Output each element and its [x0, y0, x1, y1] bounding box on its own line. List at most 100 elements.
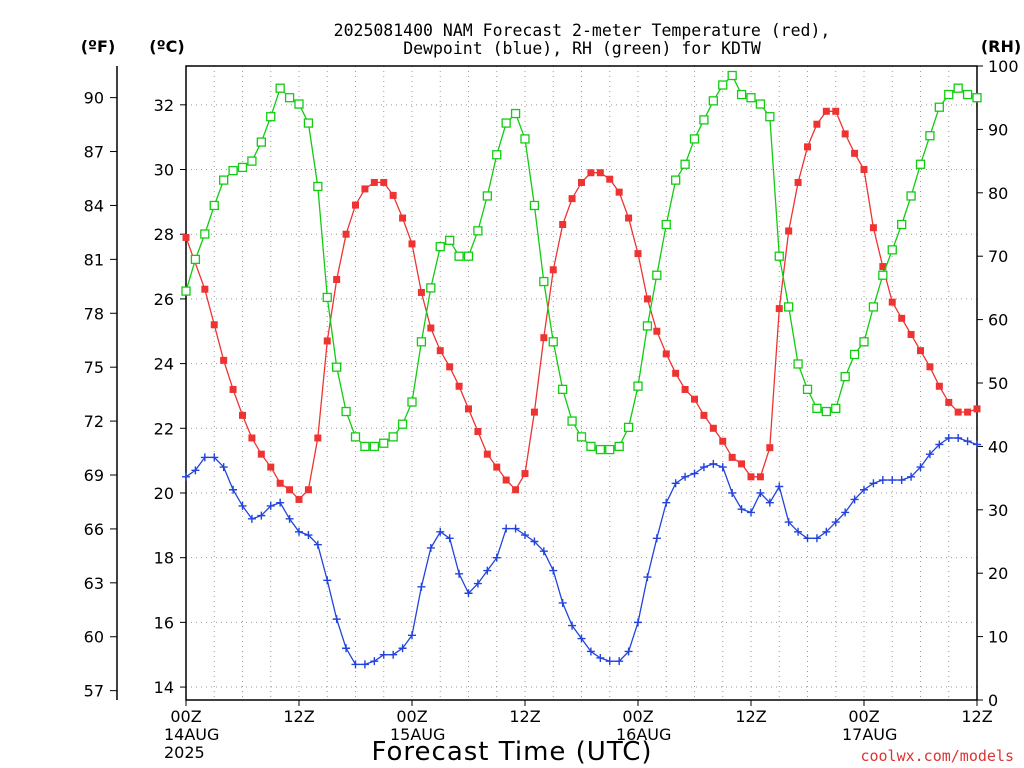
temperature-point	[898, 314, 906, 322]
temperature-point	[615, 188, 623, 196]
rh-point	[473, 226, 483, 236]
dewpoint-point	[888, 476, 897, 485]
rh-point	[181, 286, 191, 296]
rh-point	[266, 112, 276, 122]
rh-tick-label: 40	[988, 437, 1008, 456]
temperature-point	[973, 405, 981, 413]
rh-point	[765, 112, 775, 122]
temperature-point	[465, 405, 472, 413]
temperature-point	[267, 463, 275, 471]
temperature-point	[436, 347, 444, 355]
dewpoint-point	[436, 527, 445, 536]
dewpoint-point	[728, 488, 737, 497]
dewpoint-point	[973, 440, 981, 449]
dewpoint-point	[652, 534, 661, 543]
rh-point	[812, 403, 822, 414]
dewpoint-point	[634, 618, 642, 627]
celsius-tick-label: 28	[154, 225, 174, 244]
rh-point	[925, 131, 935, 141]
rh-tick-label: 10	[988, 628, 1008, 647]
rh-point	[576, 432, 587, 442]
temperature-point	[370, 178, 378, 186]
dewpoint-point	[464, 589, 473, 598]
rh-point	[294, 99, 304, 109]
dewpoint-point	[775, 482, 784, 491]
fahrenheit-tick-label: 75	[84, 358, 104, 377]
temperature-point	[756, 473, 764, 481]
time-tick-label: 14AUG	[164, 725, 219, 744]
temperature-point	[719, 437, 727, 445]
dewpoint-point	[596, 653, 605, 662]
temperature-point	[653, 327, 661, 335]
rh-point	[633, 381, 643, 391]
dewpoint-point	[681, 472, 690, 481]
rh-point	[699, 115, 709, 125]
dewpoint-point	[850, 495, 859, 504]
dewpoint-point	[426, 543, 435, 552]
rh-point	[661, 219, 671, 230]
dewpoint-point	[803, 534, 812, 543]
temperature-point	[794, 178, 802, 186]
time-tick-label: 00Z	[848, 707, 879, 726]
fahrenheit-tick-label: 66	[84, 520, 104, 539]
fahrenheit-tick-label: 57	[84, 682, 104, 701]
rh-point	[849, 349, 860, 360]
celsius-tick-label: 30	[154, 161, 174, 180]
celsius-tick-label: 24	[154, 355, 174, 374]
dewpoint-point	[822, 527, 831, 536]
celsius-tick-label: 16	[154, 613, 174, 632]
rh-point	[369, 441, 379, 452]
dewpoint-point	[182, 472, 190, 481]
rh-point	[689, 134, 700, 144]
fahrenheit-tick-label: 63	[84, 574, 104, 593]
temperature-point	[304, 486, 312, 494]
rh-point	[190, 254, 201, 265]
temperature-point	[502, 476, 510, 484]
time-tick-label: 12Z	[283, 707, 314, 726]
rh-point	[953, 83, 963, 93]
rh-point	[350, 432, 361, 442]
rh-point	[322, 292, 332, 303]
rh-series	[181, 70, 982, 455]
dewpoint-point	[360, 660, 369, 669]
dewpoint-point	[756, 488, 765, 497]
fahrenheit-tick-label: 60	[84, 628, 104, 647]
rh-point	[755, 99, 766, 109]
dewpoint-point	[483, 566, 492, 575]
dewpoint-point	[558, 598, 567, 607]
temperature-point	[314, 434, 322, 442]
dewpoint-point	[276, 498, 285, 507]
temperature-point	[813, 120, 821, 128]
rh-point	[247, 156, 257, 166]
dewpoint-series	[182, 433, 981, 669]
temperature-point	[210, 321, 218, 329]
temperature-point	[860, 166, 868, 174]
rh-point	[859, 337, 869, 347]
dewpoint-point	[398, 644, 407, 653]
temperature-point	[352, 201, 359, 209]
rh-point	[200, 229, 210, 239]
rh-point	[746, 93, 756, 103]
temperature-point	[728, 453, 736, 461]
temperature-point	[888, 298, 896, 306]
temperature-point	[625, 214, 633, 222]
rh-point	[623, 422, 634, 433]
dewpoint-point	[737, 505, 746, 514]
chart-subtitle: Dewpoint (blue), RH (green) for KDTW	[403, 39, 761, 58]
temperature-point	[672, 369, 680, 377]
rh-tick-label: 50	[988, 374, 1008, 393]
dewpoint-point	[841, 508, 850, 517]
dewpoint-point	[304, 531, 313, 540]
rh-tick-label: 0	[988, 691, 998, 710]
temperature-point	[643, 295, 651, 303]
dewpoint-point	[897, 476, 906, 485]
dewpoint-point	[812, 534, 821, 543]
rh-point	[718, 80, 728, 90]
rh-point	[605, 444, 615, 455]
rh-axis-unit: (RH)	[981, 37, 1021, 56]
rh-point	[388, 432, 398, 442]
temperature-point	[201, 285, 209, 293]
temperature-point	[841, 130, 849, 138]
time-tick-label: 12Z	[509, 707, 540, 726]
rh-point	[303, 118, 314, 128]
